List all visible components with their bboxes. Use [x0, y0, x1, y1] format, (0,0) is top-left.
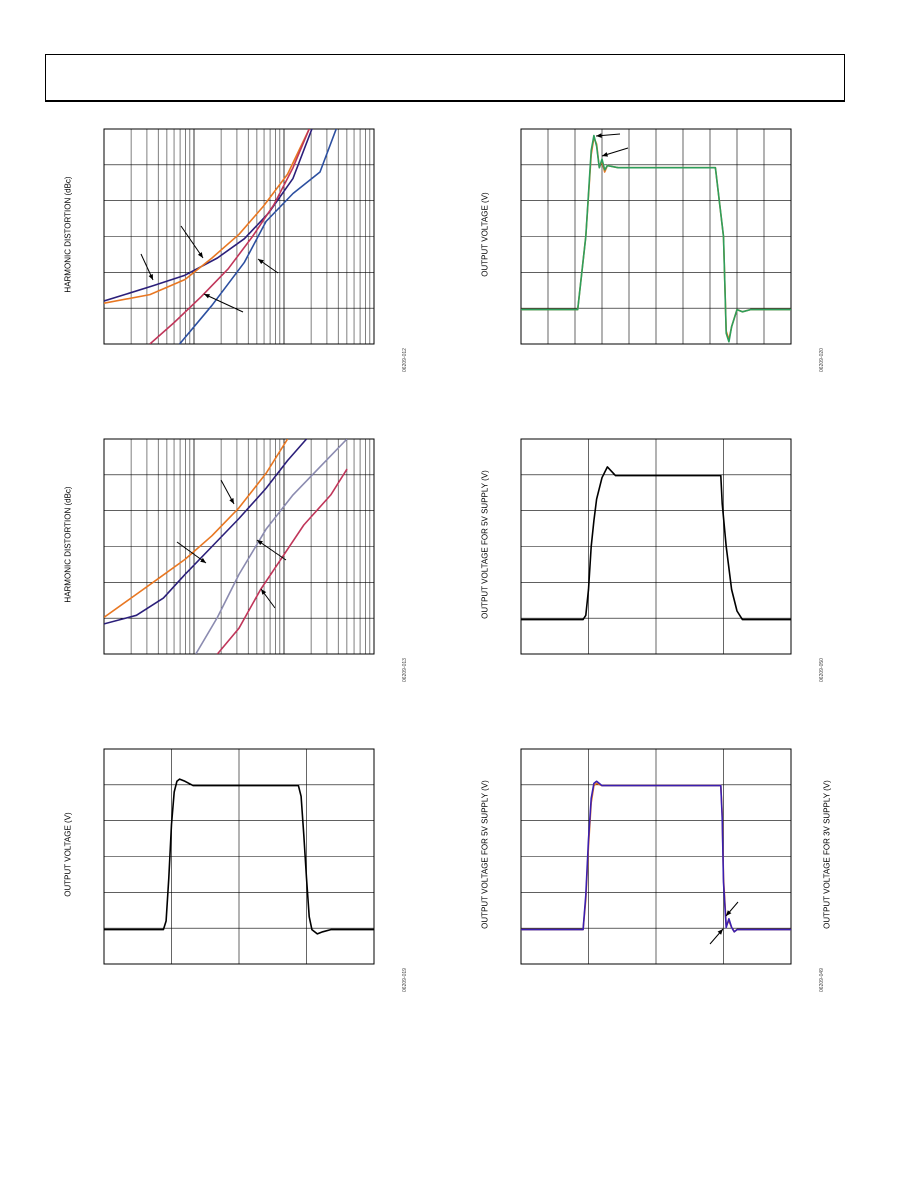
p3-figure-code: 06209-013	[402, 658, 408, 682]
p6-output-voltage-5v-3v-chart	[520, 748, 792, 965]
p1-grid	[103, 128, 375, 345]
p5-output-voltage-chart	[103, 748, 375, 965]
p4-ylabel: OUTPUT VOLTAGE FOR 5V SUPPLY (V)	[480, 470, 490, 619]
p6-ylabel: OUTPUT VOLTAGE FOR 5V SUPPLY (V)	[480, 780, 490, 929]
p3-series-1-line	[104, 439, 289, 619]
p5-ylabel: OUTPUT VOLTAGE (V)	[63, 812, 73, 897]
p4-output-voltage-5v-chart	[520, 438, 792, 655]
p3-series-3-line	[195, 439, 348, 654]
p3-harmonic-distortion-chart	[103, 438, 375, 655]
p6-grid	[520, 748, 792, 965]
p2-series-2-line	[521, 134, 791, 343]
p1-series-4-line	[178, 129, 337, 344]
p1-series-2-line	[104, 129, 310, 304]
p2-output-voltage-chart	[520, 128, 792, 345]
p1-annotation-arrow	[180, 225, 204, 259]
p2-annotation-arrow-head	[602, 152, 608, 157]
p1-series-3-line	[149, 129, 310, 344]
p2-ylabel: OUTPUT VOLTAGE (V)	[480, 192, 490, 277]
p5-grid	[103, 748, 375, 965]
p3-ylabel: HARMONIC DISTORTION (dBc)	[63, 486, 73, 603]
p4-series-1-line	[521, 466, 791, 621]
p3-series-2-line	[104, 439, 308, 625]
p2-annotation-arrow-head	[596, 133, 602, 138]
p1-figure-code: 06209-012	[402, 348, 408, 372]
p1-annotation-arrow	[203, 293, 244, 313]
p3-annotation-arrow	[176, 541, 207, 564]
p3-annotation-arrow	[256, 539, 287, 561]
p3-grid	[103, 438, 375, 655]
p1-annotation-arrow-head	[148, 274, 153, 280]
p4-grid	[520, 438, 792, 655]
p6-figure-code: 06209-049	[819, 968, 825, 992]
p6-series-2-line	[521, 780, 791, 933]
p1-ylabel: HARMONIC DISTORTION (dBc)	[63, 176, 73, 293]
page-header-box	[45, 54, 845, 102]
p1-annotation-arrow-head	[204, 294, 210, 299]
p2-grid	[520, 128, 792, 345]
p3-annotation-arrow-head	[200, 557, 206, 563]
p3-annotation-arrow-head	[257, 540, 263, 546]
p6-annotation-arrow-head	[717, 929, 723, 935]
p3-annotation-arrow-head	[261, 589, 267, 595]
p1-annotation-arrow-head	[258, 259, 264, 265]
p4-figure-code: 06209-050	[819, 658, 825, 682]
p3-annotation-arrow-head	[229, 498, 234, 504]
p2-figure-code: 06209-020	[819, 348, 825, 372]
p1-harmonic-distortion-chart	[103, 128, 375, 345]
p5-series-1-line	[104, 778, 374, 935]
p1-annotation-arrow-head	[197, 252, 203, 258]
p1-series-1-line	[104, 129, 313, 302]
p5-figure-code: 06209-019	[402, 968, 408, 992]
p6-ylabel-right: OUTPUT VOLTAGE FOR 3V SUPPLY (V)	[822, 780, 832, 929]
